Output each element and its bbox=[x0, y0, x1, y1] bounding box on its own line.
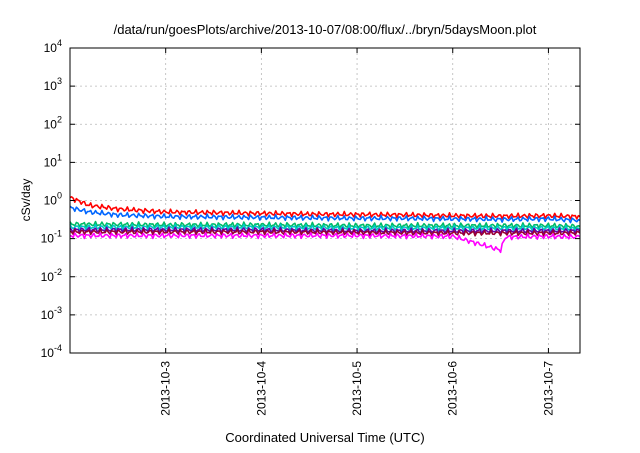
y-tick-label: 10-1 bbox=[41, 229, 62, 246]
y-tick-exponent: -3 bbox=[54, 305, 62, 315]
y-tick-label: 10-3 bbox=[41, 305, 62, 322]
chart-title: /data/run/goesPlots/archive/2013-10-07/0… bbox=[114, 22, 537, 37]
x-tick-label: 2013-10-3 bbox=[159, 361, 173, 416]
series-line bbox=[69, 226, 581, 235]
series-line bbox=[69, 232, 581, 254]
y-tick-base: 10 bbox=[44, 41, 58, 55]
y-axis-label: cSv/day bbox=[19, 179, 33, 222]
y-tick-base: 10 bbox=[44, 194, 58, 208]
series-line bbox=[69, 223, 581, 233]
y-tick-label: 10-4 bbox=[41, 343, 62, 360]
y-tick-base: 10 bbox=[41, 308, 55, 322]
grid-lines bbox=[70, 48, 580, 353]
y-tick-exponent: -1 bbox=[54, 229, 62, 239]
y-tick-label: 10-2 bbox=[41, 267, 62, 284]
x-axis-ticks: 2013-10-3 2013-10-4 2013-10-5 2013-10-6 2013… bbox=[159, 48, 555, 416]
x-axis-label: Coordinated Universal Time (UTC) bbox=[225, 430, 424, 445]
series-lines bbox=[69, 196, 581, 254]
y-tick-exponent: 2 bbox=[57, 114, 62, 124]
x-tick-label: 2013-10-7 bbox=[541, 361, 555, 416]
series-line bbox=[69, 220, 581, 230]
y-tick-exponent: 4 bbox=[57, 38, 62, 48]
y-tick-exponent: -2 bbox=[54, 267, 62, 277]
y-tick-label: 103 bbox=[44, 76, 62, 93]
y-tick-label: 104 bbox=[44, 38, 62, 55]
y-tick-base: 10 bbox=[41, 232, 55, 246]
y-tick-base: 10 bbox=[41, 270, 55, 284]
y-tick-label: 102 bbox=[44, 114, 62, 131]
y-tick-base: 10 bbox=[44, 155, 58, 169]
y-tick-exponent: 3 bbox=[57, 76, 62, 86]
y-tick-exponent: 1 bbox=[57, 152, 62, 162]
series-line bbox=[69, 196, 581, 220]
y-tick-exponent: 0 bbox=[57, 191, 62, 201]
x-tick-label: 2013-10-6 bbox=[446, 361, 460, 416]
x-tick-label: 2013-10-5 bbox=[350, 361, 364, 416]
y-tick-label: 101 bbox=[44, 152, 62, 169]
y-tick-base: 10 bbox=[44, 117, 58, 131]
x-tick-label: 2013-10-4 bbox=[254, 361, 268, 416]
y-tick-base: 10 bbox=[44, 79, 58, 93]
y-tick-exponent: -4 bbox=[54, 343, 62, 353]
y-tick-base: 10 bbox=[41, 346, 55, 360]
series-line bbox=[69, 205, 581, 224]
series-line bbox=[69, 228, 581, 237]
y-tick-label: 100 bbox=[44, 191, 62, 208]
